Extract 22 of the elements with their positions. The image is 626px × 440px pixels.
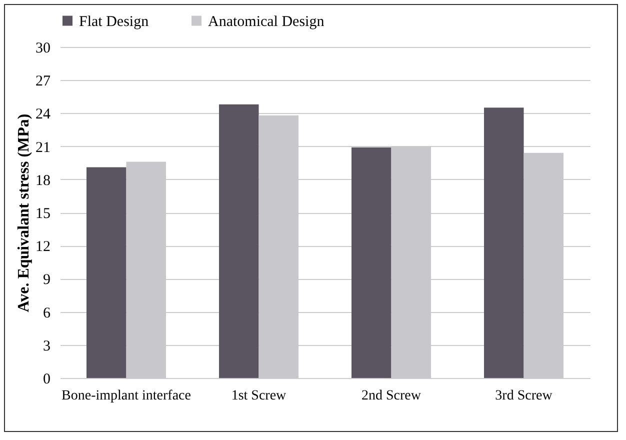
x-tick-label: 1st Screw bbox=[231, 388, 288, 404]
bar bbox=[86, 167, 126, 378]
x-tick-label: 3rd Screw bbox=[495, 388, 554, 404]
legend-label: Flat Design bbox=[79, 14, 150, 30]
y-tick-label: 9 bbox=[43, 272, 50, 288]
y-tick-label: 18 bbox=[36, 172, 50, 189]
bar bbox=[352, 147, 392, 378]
y-tick-label: 12 bbox=[36, 239, 50, 256]
bar bbox=[484, 108, 524, 378]
y-tick-label: 15 bbox=[36, 206, 50, 222]
y-tick-label: 21 bbox=[36, 140, 50, 156]
y-tick-label: 27 bbox=[36, 74, 51, 90]
x-tick-label: Bone-implant interface bbox=[62, 388, 191, 404]
bar bbox=[219, 104, 259, 378]
y-tick-label: 3 bbox=[43, 338, 50, 354]
x-tick-label: 2nd Screw bbox=[362, 388, 422, 404]
y-tick-label: 24 bbox=[36, 106, 51, 123]
legend-label: Anatomical Design bbox=[208, 14, 325, 30]
y-tick-label: 30 bbox=[36, 40, 50, 56]
y-tick-label: 6 bbox=[43, 305, 51, 322]
y-tick-label: 0 bbox=[43, 372, 50, 388]
y-axis-title: Ave. Equivalant stress (MPa) bbox=[16, 114, 32, 312]
